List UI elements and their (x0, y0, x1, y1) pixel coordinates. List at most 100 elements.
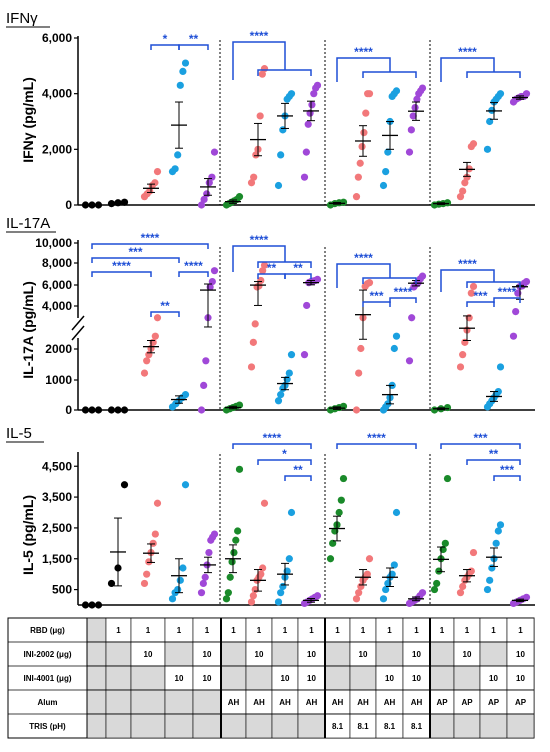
table-cell (349, 713, 377, 739)
table-cell (86, 665, 107, 691)
data-point (251, 320, 259, 328)
data-point (260, 499, 269, 507)
y-tick-label: 2,000 (42, 142, 72, 156)
cell-value: AP (488, 698, 500, 707)
cell-value: 1 (361, 626, 366, 635)
significance-brackets-1: *********************** ********* ********… (91, 231, 521, 317)
data-point (277, 151, 285, 159)
significance-label: **** (184, 259, 203, 273)
significance-bracket (440, 57, 495, 82)
data-point (365, 90, 374, 98)
data-point (153, 168, 162, 176)
y-tick-label: 6,000 (42, 31, 72, 45)
y-tick-label: 500 (52, 583, 72, 597)
table-cell (479, 617, 508, 643)
data-point (222, 595, 231, 603)
cell-value: 1 (465, 626, 470, 635)
significance-label: * (282, 447, 287, 461)
cell-value: AH (279, 698, 291, 707)
panel-1: IL-17A IL-17A (pg/mL) 0 1000 2000 4,000 6,000 8… (6, 215, 535, 417)
data-point (522, 90, 531, 98)
data-point (202, 357, 210, 365)
data-point (443, 199, 452, 207)
data-point (469, 282, 478, 291)
data-point (456, 193, 465, 201)
cell-value: 10 (385, 674, 394, 683)
significance-label: ** (267, 261, 277, 275)
cell-value: 1 (387, 626, 392, 635)
y-tick-label: 3,500 (42, 490, 72, 504)
cell-value: 1 (205, 626, 210, 635)
table-cell (130, 713, 166, 739)
table-cell (245, 713, 273, 739)
data-point (352, 406, 361, 414)
significance-label: **** (354, 251, 373, 265)
data-point (120, 481, 129, 489)
data-point (300, 173, 309, 181)
significance-label: **** (141, 231, 160, 245)
table-cell (164, 689, 194, 715)
data-point (494, 527, 502, 535)
table-cell (245, 665, 273, 691)
significance-bracket (362, 277, 417, 284)
table-row: Alum AH AH AH AH AH AH AH AH AP AP AP AP (8, 689, 535, 715)
data-point (287, 508, 296, 517)
table-cell (375, 641, 404, 667)
data-point (232, 536, 240, 544)
table-cell (506, 665, 535, 691)
row-label: RBD (μg) (30, 626, 65, 635)
data-point (258, 70, 266, 78)
data-point (512, 308, 520, 316)
table-row: RBD (μg) 1 1 1 1 1 1 1 1 1 1 1 1 1 1 1 1 (8, 617, 535, 643)
cell-value: 10 (463, 650, 472, 659)
data-point (274, 181, 283, 190)
table-cell (429, 665, 455, 691)
data-point (379, 181, 388, 190)
data-point (274, 598, 283, 606)
data-point (407, 126, 415, 134)
table-cell (297, 689, 326, 715)
panel-title: IFNγ (6, 10, 38, 27)
table-cell (479, 713, 508, 739)
data-point (459, 351, 467, 359)
data-point (174, 585, 182, 594)
table-cell (164, 617, 194, 643)
panel-2: IL-5 IL-5 (pg/mL) 500 1,500 2,500 3,500 4,500 (6, 425, 535, 609)
data-point (483, 585, 492, 594)
data-point (143, 570, 151, 578)
data-point (339, 198, 348, 206)
data-point (208, 277, 216, 286)
data-point (354, 173, 362, 181)
table-cell (86, 689, 107, 715)
cell-value: 10 (255, 650, 264, 659)
cell-value: 1 (518, 626, 523, 635)
data-point (363, 570, 371, 578)
data-point (171, 165, 179, 173)
data-point (197, 406, 206, 414)
significance-bracket (440, 269, 495, 292)
significance-bracket (466, 459, 521, 465)
significance-label: **** (250, 29, 269, 43)
significance-brackets-2: *********** ******** (232, 431, 521, 481)
row-label: INI-2002 (μg) (23, 650, 71, 659)
table-cell (453, 665, 481, 691)
table-cell (164, 665, 194, 691)
table-cell (105, 665, 132, 691)
data-point (277, 589, 285, 597)
y-tick-label: 1000 (45, 373, 72, 387)
significance-label: ** (160, 299, 170, 313)
data-point (405, 357, 414, 365)
cell-value: AP (461, 698, 473, 707)
data-point (228, 558, 236, 566)
data-point (151, 179, 159, 187)
data-point (456, 363, 465, 371)
cell-value: 10 (516, 650, 525, 659)
cell-value: 1 (283, 626, 288, 635)
cell-value: AH (384, 698, 396, 707)
table-cell (429, 641, 455, 667)
data-point (355, 369, 363, 377)
data-point (469, 548, 478, 557)
data-point (411, 103, 419, 112)
data-point (174, 151, 182, 159)
table-row: INI-2002 (μg) 10 10 10 10 10 10 10 10 (8, 641, 535, 667)
